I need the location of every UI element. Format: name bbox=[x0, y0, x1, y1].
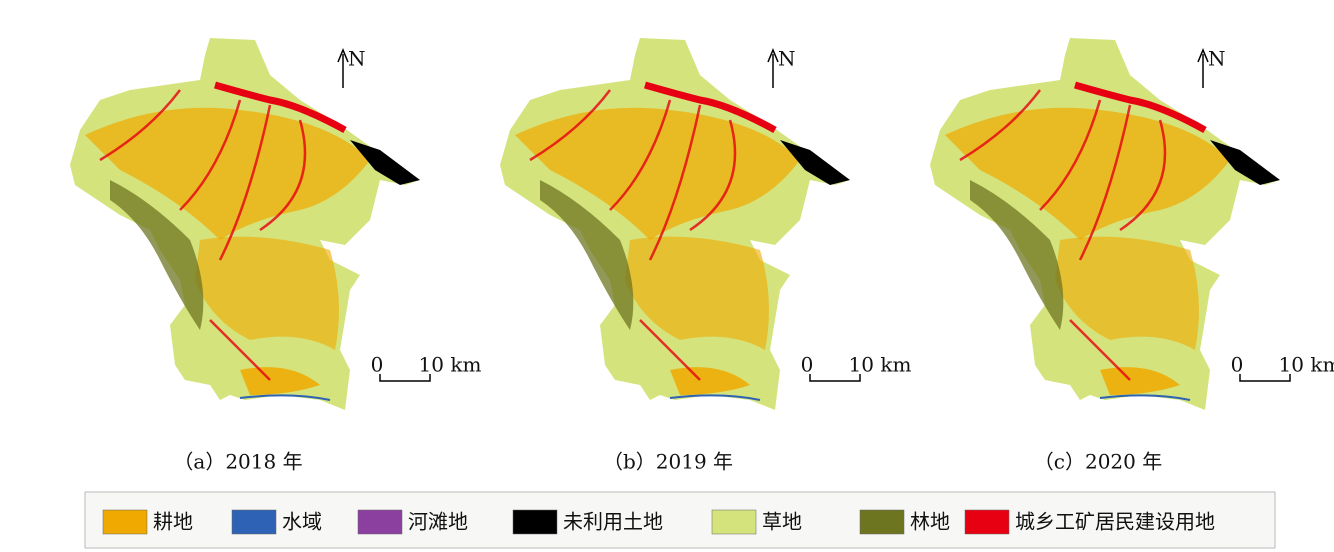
north-arrow-head bbox=[1197, 48, 1209, 63]
north-label: N bbox=[778, 47, 796, 71]
cropland bbox=[85, 107, 370, 241]
road bbox=[1039, 99, 1102, 211]
scale-end: 10 km bbox=[419, 353, 482, 377]
north-arrow-head bbox=[337, 48, 349, 63]
cropland bbox=[1055, 236, 1199, 350]
road bbox=[609, 99, 672, 211]
water bbox=[1099, 394, 1191, 401]
unused bbox=[780, 140, 850, 185]
scale-start: 0 bbox=[1231, 353, 1244, 377]
road bbox=[1119, 119, 1167, 232]
cropland bbox=[195, 236, 339, 350]
map-panel: N 0 10 km （a）2018 年 bbox=[70, 38, 481, 474]
legend-label: 耕地 bbox=[153, 510, 193, 534]
legend-label: 林地 bbox=[910, 510, 950, 534]
cropland bbox=[240, 367, 320, 395]
scale-bar bbox=[809, 374, 861, 382]
scale-start: 0 bbox=[801, 353, 814, 377]
legend-label: 未利用土地 bbox=[563, 510, 663, 534]
panel-caption: （a）2018 年 bbox=[173, 450, 302, 474]
north-arrow-head bbox=[767, 48, 779, 63]
road bbox=[218, 104, 272, 261]
road bbox=[639, 319, 701, 381]
legend-swatch bbox=[357, 509, 403, 535]
north-label: N bbox=[348, 47, 366, 71]
panel-caption: （c）2020 年 bbox=[1034, 450, 1162, 474]
road bbox=[259, 119, 307, 232]
legend-label: 草地 bbox=[762, 510, 802, 534]
legend-swatch bbox=[231, 509, 277, 535]
cropland bbox=[945, 107, 1230, 241]
legend-swatch bbox=[102, 509, 148, 535]
road bbox=[209, 319, 271, 381]
scale-end: 10 km bbox=[1279, 353, 1334, 377]
legend-swatch bbox=[711, 509, 757, 535]
legend-swatch bbox=[859, 509, 905, 535]
legend-swatch bbox=[964, 509, 1010, 535]
road bbox=[99, 89, 181, 162]
scale-bar bbox=[1239, 374, 1291, 382]
legend-box bbox=[84, 491, 1276, 549]
map-panel: N 0 10 km （b）2019 年 bbox=[500, 38, 911, 474]
forest bbox=[970, 180, 1064, 330]
panel-caption: （b）2019 年 bbox=[603, 450, 733, 474]
built bbox=[214, 81, 347, 134]
legend-label: 城乡工矿居民建设用地 bbox=[1015, 510, 1215, 534]
cropland bbox=[1100, 367, 1180, 395]
forest bbox=[110, 180, 204, 330]
map-panel: N 0 10 km （c）2020 年 bbox=[930, 38, 1334, 474]
road bbox=[648, 104, 702, 261]
scale-end: 10 km bbox=[849, 353, 912, 377]
road bbox=[959, 89, 1041, 162]
road bbox=[179, 99, 242, 211]
road bbox=[1078, 104, 1132, 261]
road bbox=[529, 89, 611, 162]
unused bbox=[350, 140, 420, 185]
cropland bbox=[515, 107, 800, 241]
cropland bbox=[670, 367, 750, 395]
built bbox=[1074, 81, 1207, 134]
north-label: N bbox=[1208, 47, 1226, 71]
scale-bar bbox=[379, 374, 431, 382]
water bbox=[239, 394, 331, 401]
legend-label: 河滩地 bbox=[408, 510, 468, 534]
water bbox=[669, 394, 761, 401]
forest bbox=[540, 180, 634, 330]
built bbox=[644, 81, 777, 134]
road bbox=[1069, 319, 1131, 381]
road bbox=[689, 119, 737, 232]
legend-label: 水域 bbox=[282, 510, 322, 534]
cropland bbox=[625, 236, 769, 350]
scale-start: 0 bbox=[371, 353, 384, 377]
legend-swatch bbox=[512, 509, 558, 535]
unused bbox=[1210, 140, 1280, 185]
